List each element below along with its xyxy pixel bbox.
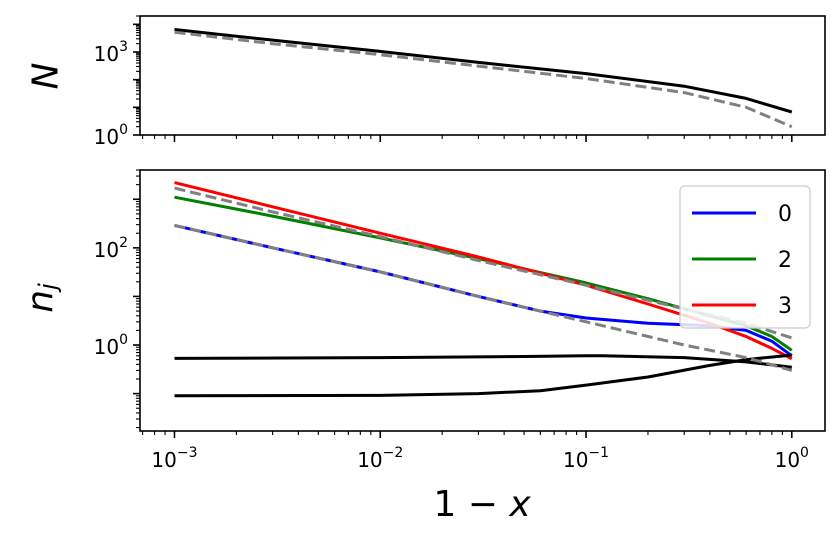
bottom-ylabel: nj <box>20 283 63 313</box>
tick-exponent: 0 <box>119 332 128 348</box>
bottom-xtick-label: 10−2 <box>357 445 403 472</box>
tick-base: 10 <box>775 448 800 472</box>
top-series-line-1 <box>174 30 793 129</box>
tick-base: 10 <box>357 448 382 472</box>
top-ytick-label: 103 <box>94 39 128 66</box>
tick-base: 10 <box>563 448 588 472</box>
tick-exponent: 0 <box>800 445 809 461</box>
bottom-xlabel: 1 − x <box>433 484 531 525</box>
bottom-xtick-label: 10−1 <box>563 445 609 472</box>
bottom-series-line-5 <box>174 354 792 369</box>
tick-exponent: −3 <box>177 445 198 461</box>
tick-base: 10 <box>94 238 119 262</box>
bottom-xtick-label: 10−3 <box>151 445 197 472</box>
tick-base: 10 <box>94 42 119 66</box>
legend-label-0: 0 <box>778 202 792 227</box>
top-ytick-label: 100 <box>94 122 128 149</box>
bottom-series-line-6 <box>174 353 792 398</box>
tick-exponent: 3 <box>119 39 128 55</box>
tick-base: 10 <box>94 335 119 359</box>
legend-frame <box>679 185 811 329</box>
tick-exponent: 2 <box>119 235 128 251</box>
bottom-ylabel-base: n <box>20 290 61 313</box>
tick-exponent: −2 <box>383 445 404 461</box>
top-series-group <box>174 28 793 129</box>
xlabel-x: x <box>508 484 531 525</box>
top-plot-frame <box>139 15 826 136</box>
legend-label-3: 3 <box>778 294 792 319</box>
tick-exponent: −1 <box>588 445 609 461</box>
legend-label-2: 2 <box>778 248 792 273</box>
tick-base: 10 <box>94 125 119 149</box>
bottom-series-line-4 <box>174 223 793 372</box>
bottom-series-line-1 <box>174 195 793 352</box>
bottom-ylabel-sub: j <box>34 283 62 293</box>
bottom-ytick-label: 100 <box>94 332 128 359</box>
tick-exponent: 0 <box>119 122 128 138</box>
bottom-plot-frame <box>139 169 826 432</box>
top-ylabel: N <box>26 63 67 90</box>
xlabel-one: 1 − <box>433 484 509 525</box>
tick-base: 10 <box>151 448 176 472</box>
bottom-ytick-label: 102 <box>94 235 128 262</box>
legend: 0 2 3 <box>679 185 811 329</box>
top-series-line-0 <box>174 28 793 114</box>
bottom-xtick-label: 100 <box>775 445 809 472</box>
bottom-series-line-0 <box>174 223 793 358</box>
bottom-series-line-2 <box>174 181 793 361</box>
